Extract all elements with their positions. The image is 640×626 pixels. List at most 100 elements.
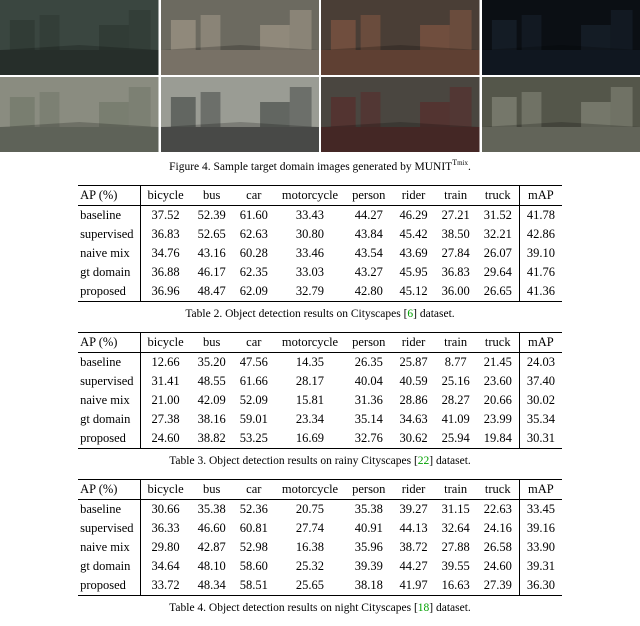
cell-value: 48.10 — [191, 557, 233, 576]
row-label: proposed — [78, 282, 140, 302]
cell-value: 14.35 — [275, 352, 345, 372]
cell-value: 46.60 — [191, 519, 233, 538]
table-2-caption: Table 2. Object detection results on Cit… — [0, 308, 640, 320]
cell-value: 45.12 — [392, 282, 434, 302]
cell-value: 36.88 — [140, 263, 191, 282]
table-4: AP (%)bicyclebuscarmotorcyclepersonrider… — [0, 479, 640, 614]
cell-value: 46.17 — [191, 263, 233, 282]
cell-value: 38.82 — [191, 429, 233, 449]
table-row: baseline12.6635.2047.5614.3526.3525.878.… — [78, 352, 562, 372]
cell-value: 52.98 — [233, 538, 275, 557]
cell-value: 45.42 — [392, 225, 434, 244]
cell-value: 43.69 — [392, 244, 434, 263]
table-3-caption: Table 3. Object detection results on rai… — [0, 455, 640, 467]
table-row: gt domain34.6448.1058.6025.3239.3944.273… — [78, 557, 562, 576]
cell-value: 24.16 — [477, 519, 520, 538]
cell-value: 40.04 — [345, 372, 392, 391]
cell-value: 31.52 — [477, 205, 520, 225]
table-row: naive mix21.0042.0952.0915.8131.3628.862… — [78, 391, 562, 410]
cell-value: 61.60 — [233, 205, 275, 225]
table-row: baseline30.6635.3852.3620.7535.3839.2731… — [78, 499, 562, 519]
col-header: mAP — [519, 332, 562, 352]
table-header-row: AP (%)bicyclebuscarmotorcyclepersonrider… — [78, 332, 562, 352]
col-header: rider — [392, 185, 434, 205]
cell-value: 29.64 — [477, 263, 520, 282]
cell-value: 23.34 — [275, 410, 345, 429]
cell-value: 25.16 — [435, 372, 477, 391]
cell-value: 25.87 — [392, 352, 434, 372]
col-header: motorcycle — [275, 185, 345, 205]
table-row: gt domain27.3838.1659.0123.3435.1434.634… — [78, 410, 562, 429]
figure-thumb — [0, 0, 159, 75]
table-row: supervised36.8352.6562.6330.8043.8445.42… — [78, 225, 562, 244]
col-header: car — [233, 185, 275, 205]
cell-value: 52.39 — [191, 205, 233, 225]
cell-value: 34.64 — [140, 557, 191, 576]
cell-value: 23.60 — [477, 372, 520, 391]
col-header: bus — [191, 479, 233, 499]
table-row: naive mix34.7643.1660.2833.4643.5443.692… — [78, 244, 562, 263]
cell-value: 30.02 — [519, 391, 562, 410]
cell-value: 30.62 — [392, 429, 434, 449]
cell-value: 36.83 — [435, 263, 477, 282]
cell-value: 38.72 — [392, 538, 434, 557]
citation-link[interactable]: 22 — [418, 455, 430, 467]
cell-value: 61.66 — [233, 372, 275, 391]
cell-value: 26.07 — [477, 244, 520, 263]
cell-value: 30.66 — [140, 499, 191, 519]
cell-value: 39.27 — [392, 499, 434, 519]
cell-value: 31.15 — [435, 499, 477, 519]
cell-value: 43.27 — [345, 263, 392, 282]
cell-value: 39.16 — [519, 519, 562, 538]
table-row: gt domain36.8846.1762.3533.0343.2745.953… — [78, 263, 562, 282]
cell-value: 27.21 — [435, 205, 477, 225]
table-header-row: AP (%)bicyclebuscarmotorcyclepersonrider… — [78, 479, 562, 499]
col-header: rider — [392, 332, 434, 352]
cell-value: 62.09 — [233, 282, 275, 302]
table-row: supervised36.3346.6060.8127.7440.9144.13… — [78, 519, 562, 538]
row-label: supervised — [78, 519, 140, 538]
figure-thumb — [482, 77, 640, 152]
cell-value: 34.63 — [392, 410, 434, 429]
col-header: motorcycle — [275, 332, 345, 352]
citation-link[interactable]: 18 — [418, 602, 430, 614]
col-header: car — [233, 479, 275, 499]
cell-value: 30.80 — [275, 225, 345, 244]
cell-value: 24.03 — [519, 352, 562, 372]
table-row: proposed24.6038.8253.2516.6932.7630.6225… — [78, 429, 562, 449]
cell-value: 44.27 — [345, 205, 392, 225]
col-header: bicycle — [140, 479, 191, 499]
metric-header: AP (%) — [78, 479, 140, 499]
row-label: baseline — [78, 205, 140, 225]
figure-thumb — [482, 0, 640, 75]
cell-value: 44.27 — [392, 557, 434, 576]
cell-value: 20.66 — [477, 391, 520, 410]
cell-value: 52.36 — [233, 499, 275, 519]
cell-value: 40.59 — [392, 372, 434, 391]
table-3: AP (%)bicyclebuscarmotorcyclepersonrider… — [0, 332, 640, 467]
cell-value: 41.78 — [519, 205, 562, 225]
cell-value: 52.65 — [191, 225, 233, 244]
cell-value: 60.81 — [233, 519, 275, 538]
cell-value: 32.21 — [477, 225, 520, 244]
col-header: bus — [191, 185, 233, 205]
cell-value: 47.56 — [233, 352, 275, 372]
cell-value: 35.96 — [345, 538, 392, 557]
col-header: bus — [191, 332, 233, 352]
table-header-row: AP (%)bicyclebuscarmotorcyclepersonrider… — [78, 185, 562, 205]
cell-value: 26.35 — [345, 352, 392, 372]
col-header: person — [345, 332, 392, 352]
cell-value: 31.41 — [140, 372, 191, 391]
cell-value: 20.75 — [275, 499, 345, 519]
cell-value: 42.86 — [519, 225, 562, 244]
figure-thumb — [321, 0, 480, 75]
metric-header: AP (%) — [78, 185, 140, 205]
col-header: truck — [477, 185, 520, 205]
cell-value: 42.09 — [191, 391, 233, 410]
figure-thumb — [0, 77, 159, 152]
row-label: naive mix — [78, 391, 140, 410]
row-label: gt domain — [78, 557, 140, 576]
cell-value: 28.17 — [275, 372, 345, 391]
row-label: baseline — [78, 352, 140, 372]
figure-caption-text: Figure 4. Sample target domain images ge… — [169, 161, 452, 173]
